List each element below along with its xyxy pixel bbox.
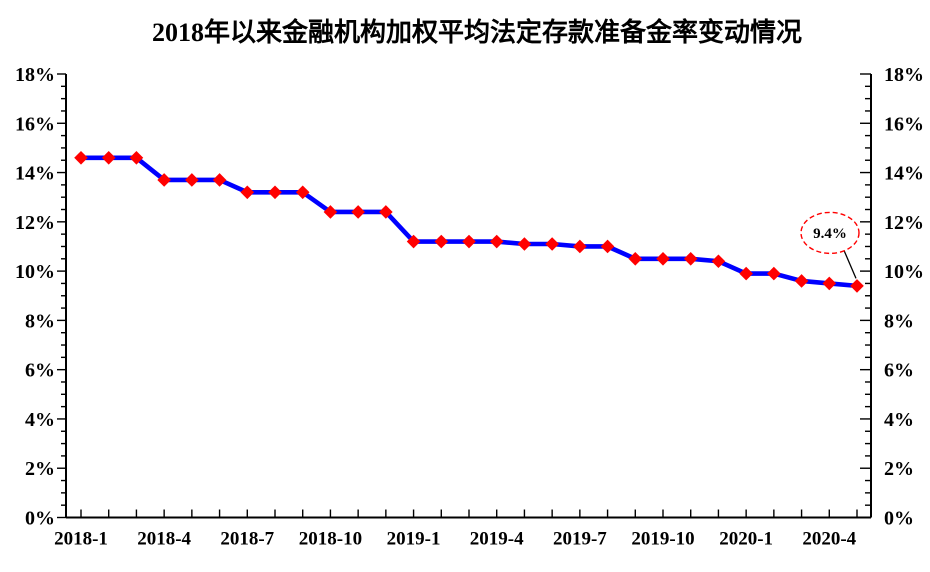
x-axis-label: 2020-1 [719, 529, 773, 550]
x-axis-label: 2019-10 [631, 529, 694, 550]
y-axis-label-left: 8% [25, 310, 55, 332]
data-point-marker [739, 266, 753, 281]
y-axis-label-right: 6% [884, 360, 914, 382]
y-axis-label-right: 14% [884, 163, 924, 185]
x-axis-label: 2019-1 [387, 529, 441, 550]
x-axis-label: 2020-4 [802, 529, 856, 550]
data-point-marker [462, 234, 476, 249]
data-point-marker [573, 239, 587, 254]
data-line [81, 155, 858, 289]
data-point-marker [628, 251, 643, 266]
y-axis-label-right: 16% [884, 113, 924, 135]
x-ticks [80, 509, 858, 518]
x-axis-label: 2019-7 [553, 529, 607, 550]
y-axis-label-right: 4% [884, 409, 914, 431]
x-axis-label: 2018-10 [299, 529, 362, 550]
y-axis-label-right: 10% [884, 261, 924, 283]
data-point-marker [268, 185, 282, 200]
data-point-marker [129, 150, 144, 165]
y-axis-label-right: 0% [884, 508, 914, 530]
data-point-marker [157, 173, 171, 187]
data-point-marker [683, 251, 698, 266]
x-axis-label: 2018-1 [54, 529, 108, 550]
data-point-marker [185, 173, 199, 187]
data-point-marker [822, 276, 837, 291]
data-point-marker [323, 205, 338, 219]
x-axis-label: 2018-4 [137, 529, 191, 550]
y-axis-label-left: 6% [25, 360, 55, 382]
data-point-marker [434, 234, 449, 249]
y-axis-label-left: 0% [25, 508, 55, 530]
annotation-ellipse [800, 211, 860, 255]
data-point-marker [600, 239, 615, 254]
x-axis-label: 2018-7 [220, 529, 274, 550]
y-axis-label-left: 18% [15, 64, 55, 86]
data-point-marker [101, 150, 116, 165]
y-axis-label-left: 12% [15, 212, 55, 234]
y-axis-label-left: 10% [15, 261, 55, 283]
x-axis-label: 2019-4 [470, 529, 524, 550]
y-axis-label-left: 14% [15, 163, 55, 185]
data-point-marker [794, 274, 809, 288]
chart-title: 2018年以来金融机构加权平均法定存款准备金率变动情况 [151, 18, 802, 47]
y-axis-label-right: 8% [884, 310, 914, 332]
data-point-marker [379, 205, 393, 219]
annotation-callout: 9.4% [800, 211, 860, 279]
data-point-marker [351, 205, 365, 219]
data-point-marker [240, 185, 255, 200]
data-point-marker [850, 279, 864, 293]
data-point-marker [545, 237, 559, 251]
y-axis-label-right: 12% [884, 212, 924, 234]
data-point-marker [295, 185, 310, 200]
y-ticks [57, 73, 871, 519]
data-point-marker [711, 254, 726, 269]
y-axis-label-left: 4% [25, 409, 55, 431]
data-point-marker [406, 234, 421, 249]
data-point-marker [656, 251, 670, 266]
y-axis-label-right: 2% [884, 458, 914, 480]
data-point-marker [489, 234, 504, 249]
annotation-connector-line [843, 250, 857, 279]
data-point-marker [767, 266, 781, 281]
annotation-value-label: 9.4% [813, 226, 847, 242]
y-axis-label-left: 16% [15, 113, 55, 135]
data-point-marker [517, 237, 532, 251]
y-axis-label-left: 2% [25, 458, 55, 480]
y-axis-label-right: 18% [884, 64, 924, 86]
data-point-markers [74, 150, 864, 293]
data-point-marker [212, 173, 227, 187]
data-point-marker [74, 150, 88, 165]
